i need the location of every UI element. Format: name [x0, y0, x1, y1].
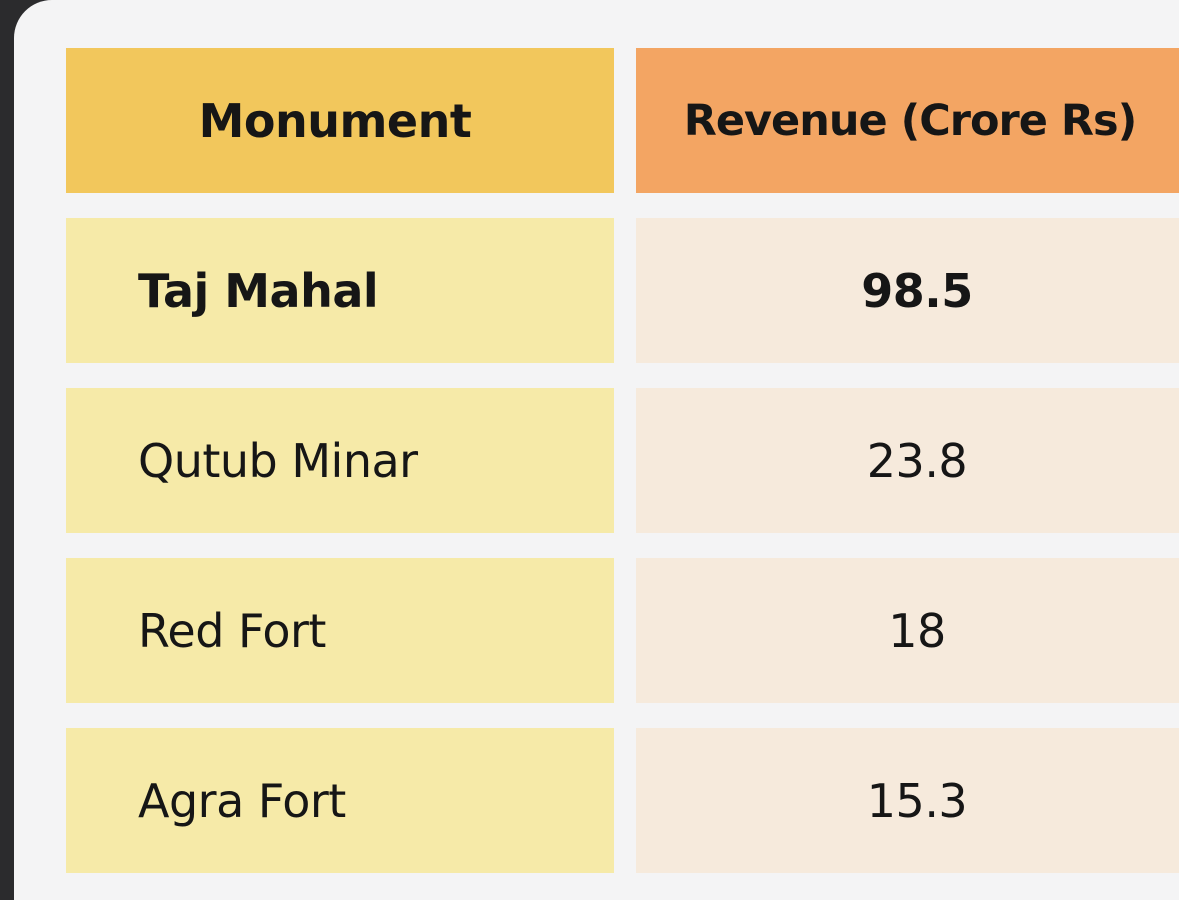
table-cell-revenue: 15.3	[636, 728, 1179, 873]
table-cell-monument: Taj Mahal	[66, 218, 614, 363]
header-monument: Monument	[66, 48, 614, 193]
table-cell-monument: Red Fort	[66, 558, 614, 703]
table-cell-revenue: 98.5	[636, 218, 1179, 363]
table-cell-revenue: 18	[636, 558, 1179, 703]
header-revenue: Revenue (Crore Rs)	[636, 48, 1179, 193]
table-card: Monument Revenue (Crore Rs) Taj Mahal 98…	[14, 0, 1179, 900]
table-cell-monument: Agra Fort	[66, 728, 614, 873]
table-cell-monument: Qutub Minar	[66, 388, 614, 533]
table-cell-revenue: 23.8	[636, 388, 1179, 533]
